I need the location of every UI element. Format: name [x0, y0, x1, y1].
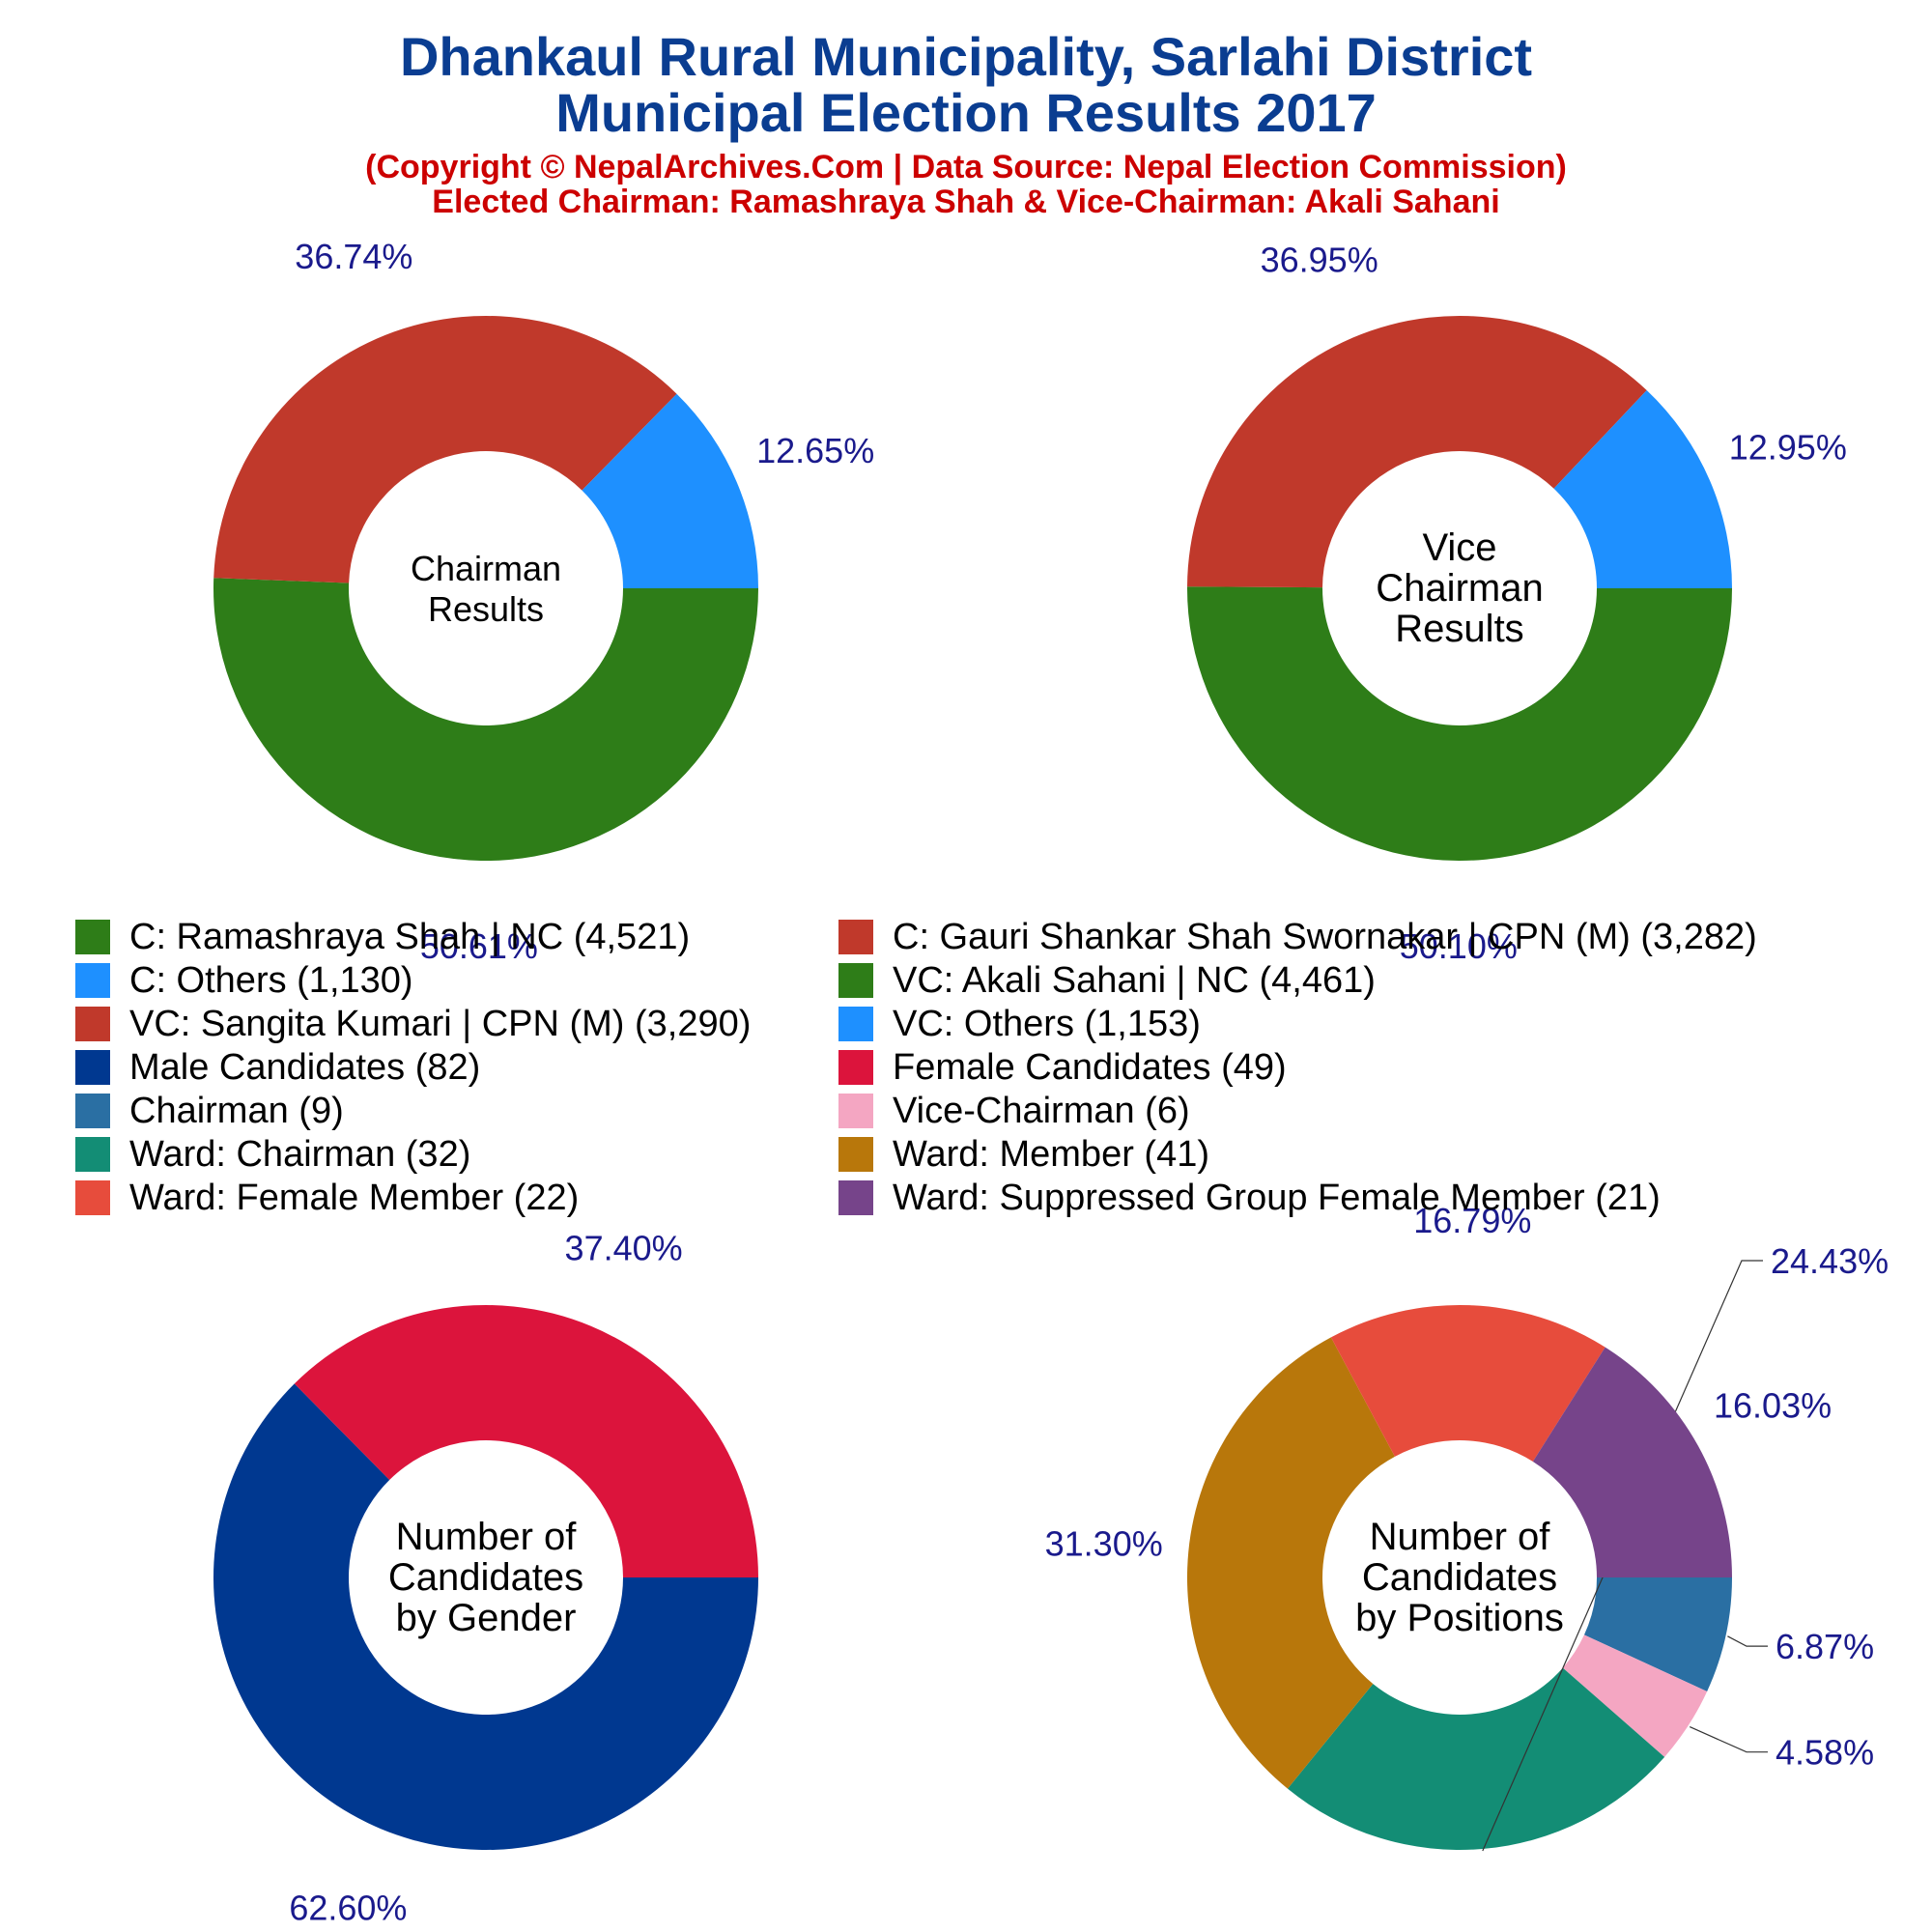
donut-center-label: Chairman: [1376, 567, 1543, 610]
legend-label: C: Ramashraya Shah | NC (4,521): [129, 916, 691, 957]
legend-swatch: [75, 920, 110, 954]
donut-slice: [213, 578, 758, 862]
legend-label: Ward: Member (41): [893, 1133, 1209, 1175]
slice-percent-label: 31.30%: [1045, 1524, 1163, 1564]
slice-percent-label: 12.65%: [756, 431, 874, 470]
donut-center-label: Number of: [396, 1516, 578, 1558]
legend-label: Ward: Female Member (22): [129, 1177, 580, 1218]
slice-percent-label: 24.43%: [1771, 1241, 1889, 1281]
donut-center-label: Candidates: [1362, 1556, 1557, 1599]
legend-swatch: [838, 1094, 873, 1128]
subtitle-line1: (Copyright © NepalArchives.Com | Data So…: [365, 149, 1567, 185]
donut-slice: [1532, 1347, 1732, 1577]
donut-slice: [294, 1304, 758, 1577]
legend-item: Male Candidates (82): [75, 1046, 481, 1088]
donut-center-label: Chairman: [411, 549, 561, 588]
donut-slice: [1583, 1577, 1732, 1691]
leader-line: [1690, 1726, 1768, 1753]
legend-item: VC: Akali Sahani | NC (4,461): [838, 959, 1376, 1001]
legend-item: Ward: Suppressed Group Female Member (21…: [838, 1177, 1661, 1218]
slice-percent-label: 16.79%: [1413, 1201, 1531, 1240]
donut-slice: [213, 1383, 758, 1850]
legend-swatch: [838, 963, 873, 998]
legend-label: Vice-Chairman (6): [893, 1090, 1190, 1131]
donut-slice: [1553, 390, 1732, 588]
legend-swatch: [838, 1050, 873, 1085]
legend-label: Chairman (9): [129, 1090, 344, 1131]
legend-item: Ward: Female Member (22): [75, 1177, 580, 1218]
donut-chart: 6.87% 4.58% 24.43% 31.30% 16.79% 16.03% Number…: [1045, 1201, 1889, 1852]
slice-percent-label: 37.40%: [565, 1229, 683, 1268]
donut-center-label: Results: [428, 589, 544, 629]
legend-item: C: Ramashraya Shah | NC (4,521): [75, 916, 691, 957]
legend-label: Male Candidates (82): [129, 1046, 481, 1088]
subtitle-line2: Elected Chairman: Ramashraya Shah & Vice…: [432, 184, 1500, 220]
legend-label: Ward: Suppressed Group Female Member (21…: [893, 1177, 1661, 1218]
legend-label: Female Candidates (49): [893, 1046, 1287, 1088]
donut-center-label: Candidates: [388, 1556, 583, 1599]
donut-center-label: Vice: [1422, 526, 1496, 569]
slice-percent-label: 12.95%: [1729, 428, 1847, 468]
donut-slice: [1187, 586, 1733, 862]
legend-swatch: [75, 1137, 110, 1172]
leader-line: [1727, 1635, 1768, 1647]
legend-label: C: Gauri Shankar Shah Swornakar | CPN (M…: [893, 916, 1757, 957]
slice-percent-label: 6.87%: [1776, 1627, 1874, 1666]
legend-item: C: Others (1,130): [75, 959, 413, 1001]
legend-item: VC: Others (1,153): [838, 1003, 1201, 1044]
donut-slice: [1330, 1305, 1605, 1462]
donut-slice: [1287, 1667, 1665, 1850]
legend-swatch: [75, 1180, 110, 1215]
donut-center-label: by Positions: [1355, 1597, 1564, 1639]
legend-swatch: [75, 963, 110, 998]
slice-percent-label: 36.74%: [295, 237, 412, 276]
slice-percent-label: 4.58%: [1776, 1733, 1874, 1773]
slice-percent-label: 16.03%: [1714, 1385, 1832, 1425]
slice-percent-label: 62.60%: [289, 1888, 407, 1927]
legend-item: VC: Sangita Kumari | CPN (M) (3,290): [75, 1003, 752, 1044]
legend-swatch: [838, 1137, 873, 1172]
donut-slice: [1562, 1634, 1708, 1757]
legend-item: Chairman (9): [75, 1090, 344, 1131]
legend-label: VC: Sangita Kumari | CPN (M) (3,290): [129, 1003, 752, 1044]
donut-slice: [1187, 315, 1647, 588]
donut-slice: [1187, 1337, 1395, 1789]
legend-item: Ward: Member (41): [838, 1133, 1209, 1175]
slice-percent-label: 50.10%: [1400, 926, 1518, 966]
legend-label: VC: Others (1,153): [893, 1003, 1201, 1044]
legend-swatch: [838, 920, 873, 954]
slice-percent-label: 50.61%: [420, 926, 538, 966]
legend-label: Ward: Chairman (32): [129, 1133, 471, 1175]
legend-label: C: Others (1,130): [129, 959, 413, 1001]
donut-center-label: Number of: [1370, 1516, 1551, 1558]
legend-item: Ward: Chairman (32): [75, 1133, 471, 1175]
chart-title-line2: Municipal Election Results 2017: [555, 82, 1377, 143]
donut-slice: [213, 316, 677, 583]
donut-center-label: Results: [1395, 608, 1523, 650]
donut-center-label: by Gender: [396, 1597, 577, 1639]
chart-title-line1: Dhankaul Rural Municipality, Sarlahi Dis…: [399, 26, 1533, 87]
legend-swatch: [75, 1094, 110, 1128]
legend-item: C: Gauri Shankar Shah Swornakar | CPN (M…: [838, 916, 1757, 957]
slice-percent-label: 36.95%: [1261, 241, 1378, 280]
legend-swatch: [75, 1007, 110, 1041]
legend-swatch: [838, 1180, 873, 1215]
legend-swatch: [838, 1007, 873, 1041]
legend-label: VC: Akali Sahani | NC (4,461): [893, 959, 1376, 1001]
legend-item: Female Candidates (49): [838, 1046, 1287, 1088]
legend-item: Vice-Chairman (6): [838, 1090, 1190, 1131]
leader-line: [1482, 1260, 1763, 1852]
legend-swatch: [75, 1050, 110, 1085]
donut-slice: [582, 393, 758, 588]
